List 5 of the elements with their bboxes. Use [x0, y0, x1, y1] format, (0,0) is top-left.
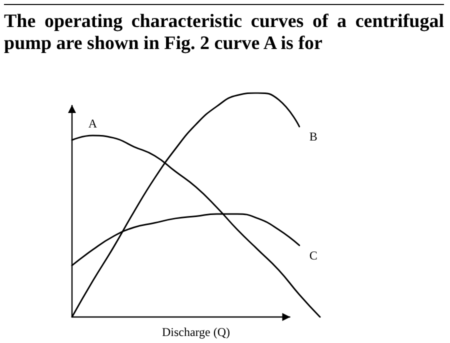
series-label: C	[309, 248, 318, 262]
series-label: A	[88, 116, 98, 131]
x-axis-title: Discharge (Q)	[162, 325, 230, 339]
chart-title: The operating characteristic curves of a centrifugal pump are shown in Fig. 2 curve A is for	[4, 4, 444, 55]
series-label: B	[309, 130, 318, 144]
